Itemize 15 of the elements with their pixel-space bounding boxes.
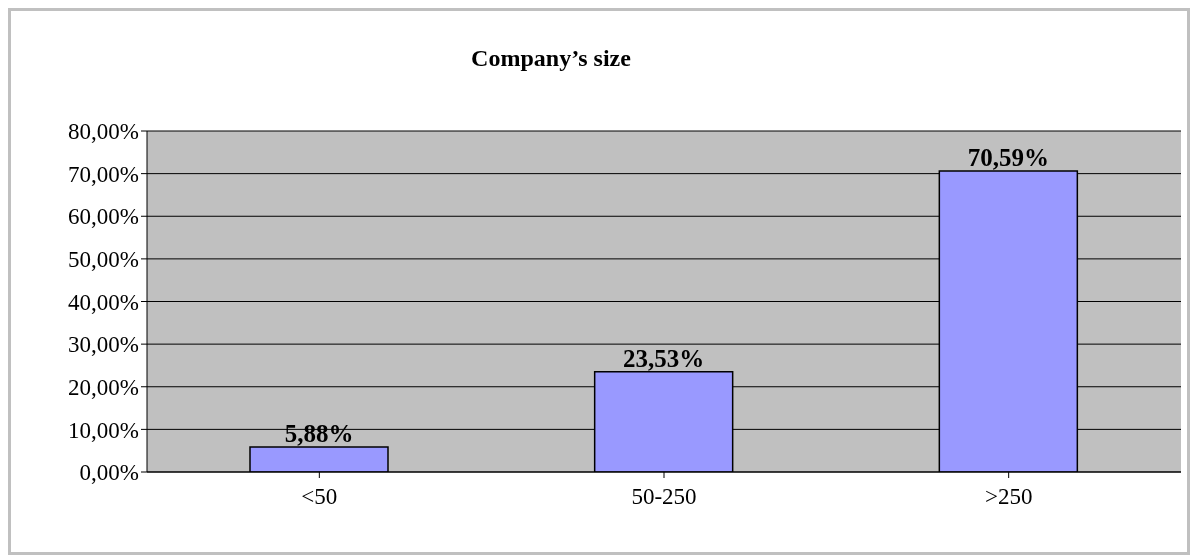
- data-label: 23,53%: [623, 344, 705, 372]
- x-tick-label: 50-250: [631, 484, 697, 510]
- y-tick-label: 0,00%: [79, 460, 139, 486]
- y-tick-label: 30,00%: [68, 332, 139, 358]
- y-tick-label: 50,00%: [68, 247, 139, 273]
- x-tick-label: >250: [984, 484, 1033, 510]
- y-tick-label: 70,00%: [68, 161, 139, 187]
- y-tick-label: 60,00%: [68, 204, 139, 230]
- y-tick-label: 10,00%: [68, 417, 139, 443]
- chart-title: Company’s size: [470, 45, 632, 72]
- y-tick-label: 40,00%: [68, 289, 139, 315]
- y-tick-label: 20,00%: [68, 374, 139, 400]
- y-tick-label: 80,00%: [68, 119, 139, 145]
- x-tick-label: <50: [301, 484, 338, 510]
- data-label: 70,59%: [967, 144, 1049, 172]
